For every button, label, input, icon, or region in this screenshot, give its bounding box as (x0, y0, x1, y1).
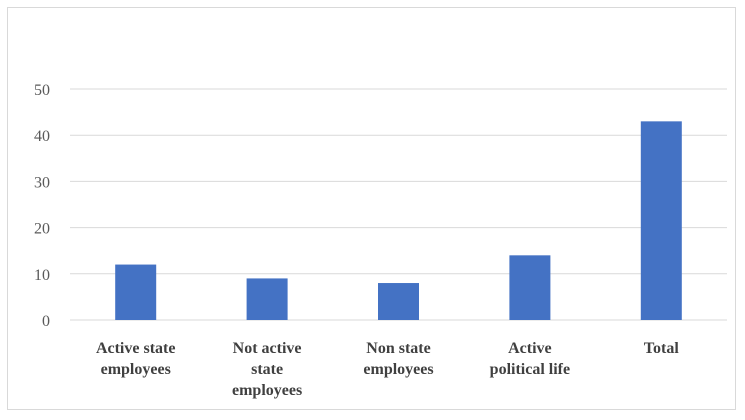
x-tick-label: employees (363, 361, 433, 378)
x-tick-label: Non state (366, 340, 430, 357)
y-tick-label: 20 (34, 221, 50, 238)
bar (115, 264, 157, 320)
x-tick-label: employees (101, 361, 171, 378)
bar (509, 255, 551, 320)
x-tick-label: state (251, 361, 283, 378)
y-tick-label: 0 (42, 313, 50, 330)
y-tick-label: 50 (34, 82, 50, 99)
x-tick-label: Not active (233, 340, 302, 357)
y-tick-label: 40 (34, 128, 50, 145)
y-tick-label: 30 (34, 174, 50, 191)
bar (378, 283, 419, 320)
bar (640, 121, 682, 320)
y-tick-label: 10 (34, 267, 50, 284)
x-tick-label: Total (644, 340, 680, 357)
x-tick-label: political life (490, 361, 570, 378)
x-tick-label: Active (508, 340, 552, 357)
x-tick-label: Active state (96, 340, 176, 357)
x-tick-label: employees (232, 382, 302, 399)
bar (246, 278, 288, 320)
chart-frame (7, 7, 736, 410)
